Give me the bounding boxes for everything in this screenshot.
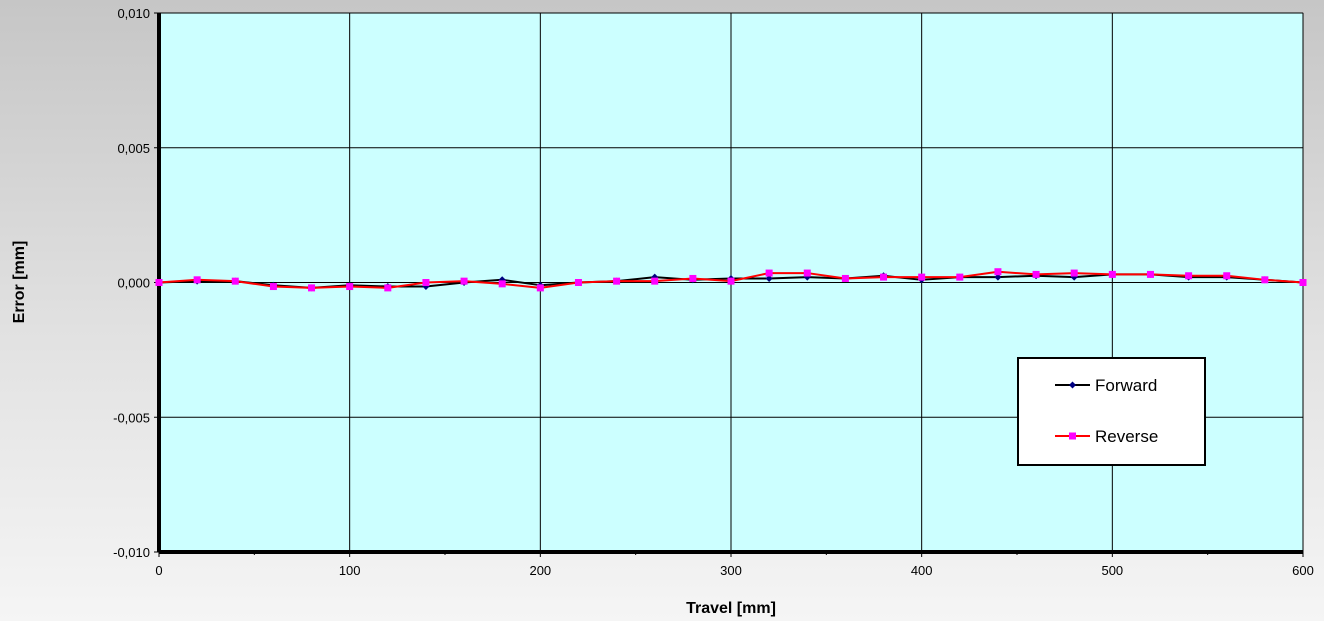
data-point-reverse: [346, 283, 354, 291]
x-tick-label: 0: [155, 563, 162, 578]
data-point-reverse: [1108, 270, 1116, 278]
data-point-reverse: [1146, 270, 1154, 278]
data-point-reverse: [918, 273, 926, 281]
x-tick-label: 100: [339, 563, 361, 578]
data-point-forward: [765, 274, 773, 282]
data-point-reverse: [765, 269, 773, 277]
data-point-reverse: [460, 277, 468, 285]
x-tick-label: 300: [720, 563, 742, 578]
data-point-reverse: [155, 279, 163, 286]
data-point-reverse: [1299, 279, 1307, 286]
data-point-reverse: [231, 277, 239, 285]
x-tick-label: 600: [1292, 563, 1314, 578]
legend-label-forward: Forward: [1095, 376, 1157, 395]
data-point-reverse: [613, 277, 621, 285]
legend-marker-forward: [1069, 381, 1076, 389]
data-point-reverse: [1032, 270, 1040, 278]
data-point-reverse: [498, 280, 506, 288]
data-point-reverse: [536, 284, 544, 292]
x-tick-label: 500: [1101, 563, 1123, 578]
data-point-reverse: [1223, 272, 1231, 280]
x-tick-label: 400: [911, 563, 933, 578]
y-tick-label: 0,010: [117, 6, 150, 21]
data-point-reverse: [841, 274, 849, 282]
legend-label-reverse: Reverse: [1095, 427, 1158, 446]
data-point-reverse: [651, 277, 659, 285]
data-point-reverse: [994, 268, 1002, 276]
data-point-forward: [994, 273, 1002, 281]
y-tick-label: 0,005: [117, 141, 150, 156]
data-point-reverse: [1185, 272, 1193, 280]
data-point-reverse: [956, 273, 964, 281]
y-tick-labels: -0,010 -0,005 0,000 0,005 0,010: [113, 6, 159, 560]
data-point-reverse: [727, 277, 735, 285]
data-point-reverse: [1261, 276, 1269, 284]
data-point-reverse: [880, 273, 888, 281]
data-point-reverse: [422, 279, 430, 286]
x-tick-labels: 0 100 200 300 400 500 600: [155, 552, 1314, 578]
legend-box: [1017, 357, 1206, 466]
data-point-reverse: [269, 283, 277, 291]
legend-marker-reverse: [1069, 432, 1076, 440]
y-tick-label: 0,000: [117, 276, 150, 291]
y-tick-label: -0,005: [113, 410, 150, 425]
legend: Forward Reverse: [1017, 357, 1206, 466]
data-point-reverse: [384, 284, 392, 292]
data-point-reverse: [689, 274, 697, 282]
y-axis-title: Error [mm]: [11, 241, 28, 324]
data-point-reverse: [1070, 269, 1078, 277]
data-point-reverse: [803, 269, 811, 277]
data-point-reverse: [193, 276, 201, 284]
y-tick-label: -0,010: [113, 545, 150, 560]
data-point-reverse: [574, 279, 582, 286]
x-axis-title: Travel [mm]: [686, 600, 776, 617]
x-tick-label: 200: [529, 563, 551, 578]
series-layer: [155, 268, 1307, 292]
data-point-reverse: [308, 284, 316, 292]
